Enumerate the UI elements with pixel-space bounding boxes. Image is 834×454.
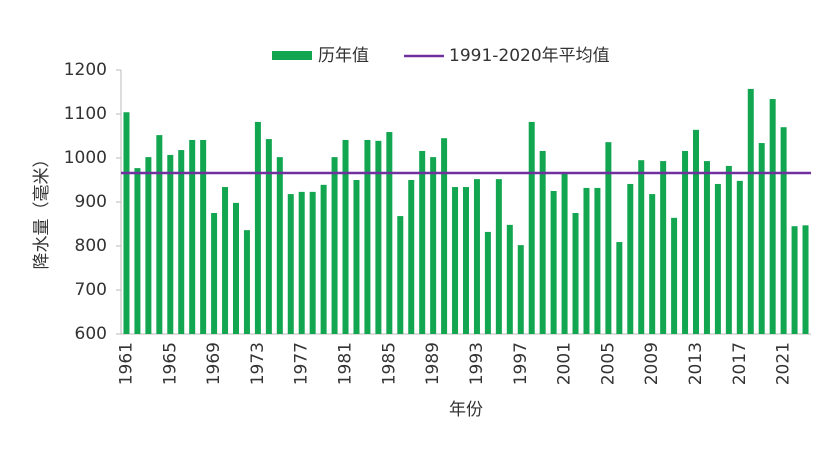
bar [408, 180, 415, 334]
x-tick-label: 1977 [292, 342, 312, 385]
bar [178, 150, 185, 334]
bar [572, 213, 579, 334]
bar [791, 226, 798, 334]
bar [671, 217, 678, 334]
bar [561, 173, 568, 334]
bar [693, 129, 699, 334]
bar [769, 99, 776, 334]
bar [222, 187, 229, 334]
legend-label: 1991-2020年平均值 [449, 46, 610, 66]
bar [342, 139, 349, 334]
bar [473, 179, 480, 334]
y-tick-label: 700 [75, 280, 107, 300]
x-tick-label: 1989 [423, 342, 443, 385]
bar [200, 139, 207, 334]
bar [802, 225, 809, 334]
bar [233, 202, 239, 334]
bar [605, 142, 612, 334]
y-tick-label: 900 [75, 192, 107, 212]
legend-swatch [272, 51, 312, 60]
bar [134, 168, 141, 334]
bar [638, 160, 645, 334]
bar [265, 139, 272, 334]
bar [123, 112, 130, 335]
bar [243, 230, 250, 334]
bar [495, 179, 502, 334]
x-tick-label: 1973 [248, 342, 268, 385]
bar [583, 187, 590, 334]
bar [627, 183, 634, 334]
bar [211, 213, 218, 334]
x-tick-label: 2001 [555, 342, 575, 385]
bar [320, 184, 327, 334]
bar [747, 88, 754, 334]
bar [287, 194, 294, 334]
bar [167, 154, 174, 334]
x-tick-label: 1993 [467, 342, 487, 385]
bar [276, 157, 283, 334]
bar [736, 180, 743, 334]
bar [254, 121, 261, 334]
bar [441, 138, 448, 334]
bar [616, 242, 623, 334]
bar [758, 143, 765, 334]
y-tick-label: 800 [75, 236, 107, 256]
legend-label: 历年值 [318, 46, 369, 66]
bar [364, 139, 371, 334]
bar [703, 161, 710, 334]
y-tick-label: 1200 [64, 60, 107, 80]
bar [430, 157, 437, 334]
y-tick-label: 600 [75, 324, 107, 344]
bar [419, 150, 426, 334]
x-tick-label: 2021 [774, 342, 794, 385]
bar [528, 121, 535, 334]
bar [463, 187, 469, 334]
bar [714, 183, 721, 334]
bar [682, 150, 689, 334]
x-tick-label: 2009 [642, 342, 662, 385]
x-tick-label: 1961 [116, 342, 136, 385]
x-tick-label: 2005 [598, 342, 618, 385]
bar [331, 157, 338, 334]
bar [550, 191, 557, 334]
bar [517, 245, 524, 334]
x-tick-label: 1997 [511, 342, 531, 385]
x-tick-label: 1969 [204, 342, 224, 385]
bar [353, 180, 360, 334]
bar [660, 161, 667, 334]
bar [506, 224, 513, 334]
bar [156, 135, 163, 334]
bar [780, 127, 787, 334]
x-tick-label: 1965 [160, 342, 180, 385]
x-tick-label: 2017 [730, 342, 750, 385]
x-tick-label: 2013 [686, 342, 706, 385]
x-tick-label: 1981 [336, 342, 356, 385]
bar [189, 139, 196, 334]
y-tick-label: 1100 [64, 104, 107, 124]
bar [539, 150, 546, 334]
y-axis-label: 降水量（毫米） [32, 151, 52, 270]
x-axis-label: 年份 [449, 400, 483, 420]
bar [309, 191, 316, 334]
bar [375, 140, 382, 334]
bar [298, 191, 305, 334]
bar [649, 194, 656, 334]
bar [484, 231, 491, 334]
bar [594, 187, 601, 334]
y-tick-label: 1000 [64, 148, 107, 168]
bar [452, 187, 459, 334]
bar [397, 216, 404, 334]
bar [386, 132, 393, 334]
bar [725, 165, 732, 334]
bar [145, 157, 152, 334]
x-tick-label: 1985 [379, 342, 399, 385]
